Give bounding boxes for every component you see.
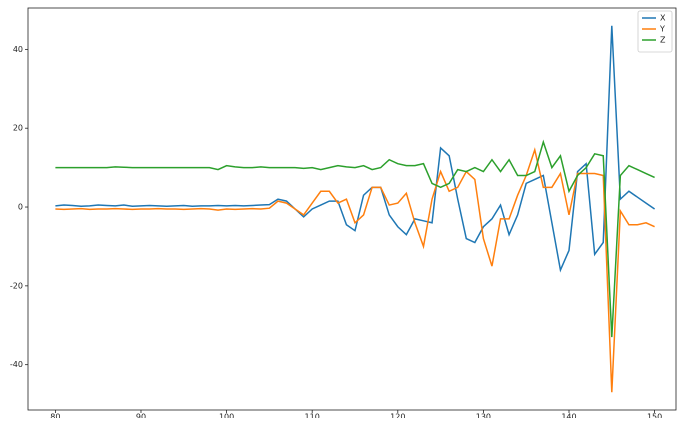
legend-label: Y bbox=[659, 25, 665, 34]
legend-box bbox=[637, 10, 673, 53]
x-tick-label: 140 bbox=[561, 413, 576, 419]
x-tick-label: 120 bbox=[390, 413, 405, 419]
x-tick-label: 130 bbox=[476, 413, 491, 419]
y-tick-label: -20 bbox=[10, 281, 23, 290]
plot-frame bbox=[27, 7, 677, 411]
series-line bbox=[55, 139, 655, 338]
y-tick-label: -40 bbox=[10, 360, 23, 369]
x-tick-label: 110 bbox=[305, 413, 320, 419]
series-line bbox=[55, 147, 655, 393]
y-tick-label: 20 bbox=[13, 124, 23, 133]
legend-label: X bbox=[660, 14, 666, 23]
x-tick-label: 100 bbox=[219, 413, 234, 419]
x-tick-label: 150 bbox=[647, 413, 662, 419]
y-tick-label: 40 bbox=[13, 45, 23, 54]
y-tick-label: 0 bbox=[18, 203, 23, 212]
legend-label: Z bbox=[660, 36, 666, 45]
x-tick-label: 90 bbox=[136, 413, 146, 419]
series-line bbox=[55, 25, 656, 273]
x-tick-label: 80 bbox=[50, 413, 60, 419]
